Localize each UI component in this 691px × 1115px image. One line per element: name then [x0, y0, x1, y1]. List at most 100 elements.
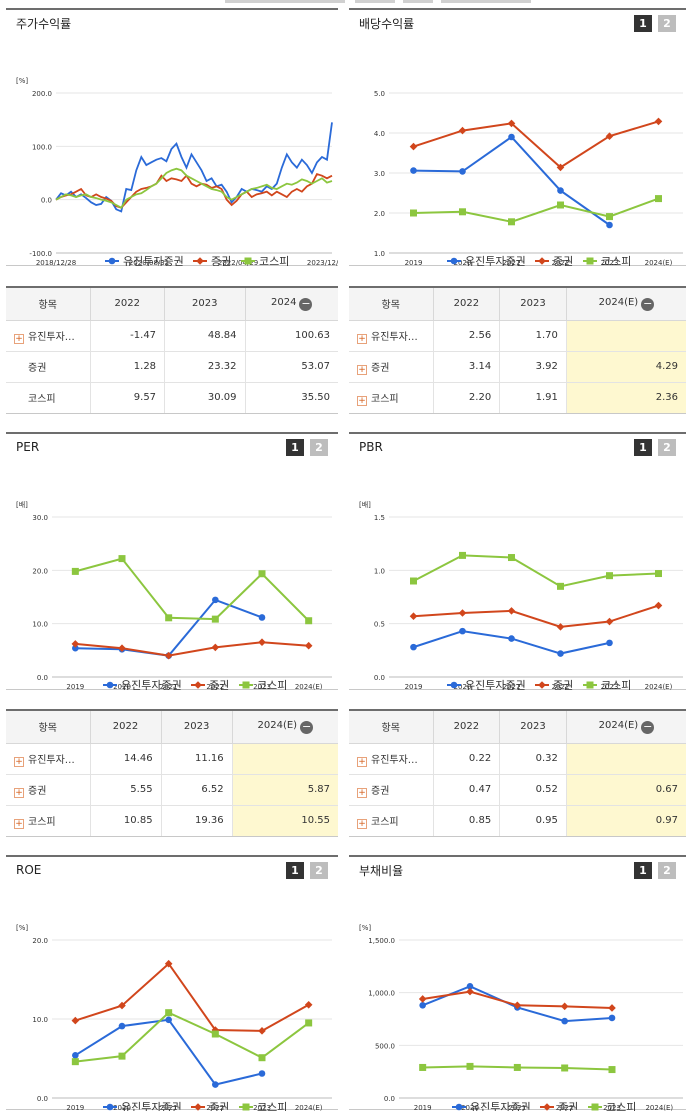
- point-marker: [508, 218, 515, 226]
- point-marker: [459, 551, 466, 559]
- expand-icon[interactable]: +: [357, 818, 367, 829]
- x-tick-label: 2020: [461, 1104, 479, 1111]
- unit-label: [%]: [16, 77, 28, 85]
- page-2-button[interactable]: 2: [310, 862, 328, 879]
- y-tick-label: 3.0: [374, 170, 385, 178]
- point-marker: [305, 617, 313, 625]
- expand-icon[interactable]: +: [357, 787, 367, 798]
- point-marker: [459, 168, 466, 175]
- x-tick-label: 2021: [503, 259, 521, 266]
- dividend-yield-chart: 1.0 2.0 3.0 4.0 5.0 2019 2020 2021 2022 2023 2024(…: [374, 90, 683, 268]
- point-marker: [304, 1000, 313, 1009]
- page-1-button[interactable]: 1: [286, 862, 304, 879]
- page-1-button[interactable]: 1: [634, 862, 652, 879]
- point-marker: [118, 1022, 126, 1030]
- series-line: [413, 604, 659, 628]
- table-row: + 코스피 0.85 0.95 0.97: [349, 805, 686, 836]
- stock-return-table: 항목 2022 2023 2024− + 유진투자… -1.47 48.84 100.63 증…: [6, 286, 338, 414]
- x-tick-label: 2023: [253, 683, 271, 690]
- x-tick-label: 2023: [253, 1104, 271, 1111]
- point-marker: [586, 681, 594, 689]
- collapse-icon[interactable]: −: [300, 719, 314, 734]
- point-marker: [164, 651, 173, 660]
- header-2022: 2022: [432, 711, 500, 744]
- legend-item: 유진투자증권: [452, 1101, 531, 1114]
- point-marker: [655, 570, 662, 578]
- legend-item: 증권: [193, 255, 231, 268]
- legend-item: 유진투자증권: [103, 679, 182, 692]
- point-marker: [71, 1058, 79, 1066]
- page-1-button[interactable]: 1: [286, 439, 304, 456]
- collapse-icon[interactable]: −: [641, 296, 655, 311]
- series-line: [75, 1011, 310, 1063]
- panel-title: 부채비율: [359, 863, 404, 878]
- x-tick-label: 2018/12/28: [36, 259, 76, 266]
- legend-item: 유진투자증권: [447, 255, 526, 268]
- point-marker: [305, 1019, 313, 1027]
- page-2-button[interactable]: 2: [658, 862, 676, 879]
- point-marker: [538, 681, 546, 689]
- table-row: 증권 1.28 23.32 53.07: [6, 351, 338, 383]
- point-marker: [557, 187, 564, 194]
- unit-label: [배]: [359, 500, 371, 509]
- point-marker: [458, 126, 467, 135]
- legend-label: 코스피: [601, 679, 631, 690]
- point-marker: [258, 1027, 266, 1035]
- page-1-button[interactable]: 1: [634, 439, 652, 456]
- legend-item: 유진투자증권: [103, 1101, 182, 1114]
- header-item: 항목: [349, 288, 433, 321]
- expand-icon[interactable]: +: [357, 364, 367, 375]
- x-tick-label: 2022: [552, 259, 570, 266]
- table-row: + 증권 0.47 0.52 0.67: [349, 774, 686, 806]
- y-tick-label: 0.0: [37, 674, 48, 682]
- legend-label: 증권: [558, 1101, 578, 1111]
- legend-item: 코스피: [239, 679, 287, 692]
- point-marker: [258, 1054, 266, 1062]
- x-tick-label: 2021: [508, 1104, 526, 1111]
- point-marker: [258, 614, 266, 621]
- header-item: 항목: [6, 288, 90, 321]
- point-marker: [543, 1103, 551, 1111]
- header-item: 항목: [6, 711, 90, 744]
- table-row: + 유진투자… 14.46 11.16: [6, 743, 338, 775]
- expand-icon[interactable]: +: [14, 787, 24, 798]
- table-row: + 코스피 2.20 1.91 2.36: [349, 382, 686, 413]
- page-2-button[interactable]: 2: [658, 439, 676, 456]
- point-marker: [194, 681, 202, 689]
- header-2023: 2023: [499, 288, 567, 321]
- point-marker: [410, 643, 417, 651]
- point-marker: [654, 601, 663, 610]
- x-tick-label: 2019: [66, 683, 84, 690]
- y-tick-label: 20.0: [32, 567, 48, 575]
- legend-label: 증권: [209, 679, 229, 690]
- panel-title: ROE: [16, 863, 42, 877]
- collapse-icon[interactable]: −: [641, 719, 655, 734]
- legend-label: 코스피: [601, 255, 631, 266]
- expand-icon[interactable]: +: [357, 756, 367, 767]
- header-2023: 2023: [499, 711, 567, 744]
- collapse-icon[interactable]: −: [299, 296, 313, 311]
- page-1-button[interactable]: 1: [634, 15, 652, 32]
- point-marker: [450, 681, 458, 689]
- point-marker: [560, 1002, 569, 1011]
- expand-icon[interactable]: +: [14, 333, 24, 344]
- point-marker: [418, 995, 427, 1003]
- page-2-button[interactable]: 2: [310, 439, 328, 456]
- legend-label: 유진투자증권: [465, 679, 526, 690]
- expand-icon[interactable]: +: [14, 756, 24, 767]
- expand-icon[interactable]: +: [14, 818, 24, 829]
- expand-icon[interactable]: +: [357, 333, 367, 344]
- point-marker: [409, 142, 418, 151]
- x-tick-label: 2023: [601, 683, 619, 690]
- point-marker: [118, 1052, 126, 1060]
- x-tick-label: 2022: [556, 1104, 574, 1111]
- point-marker: [165, 614, 173, 622]
- panel-title: 배당수익률: [359, 16, 415, 31]
- expand-icon[interactable]: +: [357, 395, 367, 406]
- point-marker: [508, 635, 515, 642]
- header-2023: 2023: [160, 711, 233, 744]
- page-2-button[interactable]: 2: [658, 15, 676, 32]
